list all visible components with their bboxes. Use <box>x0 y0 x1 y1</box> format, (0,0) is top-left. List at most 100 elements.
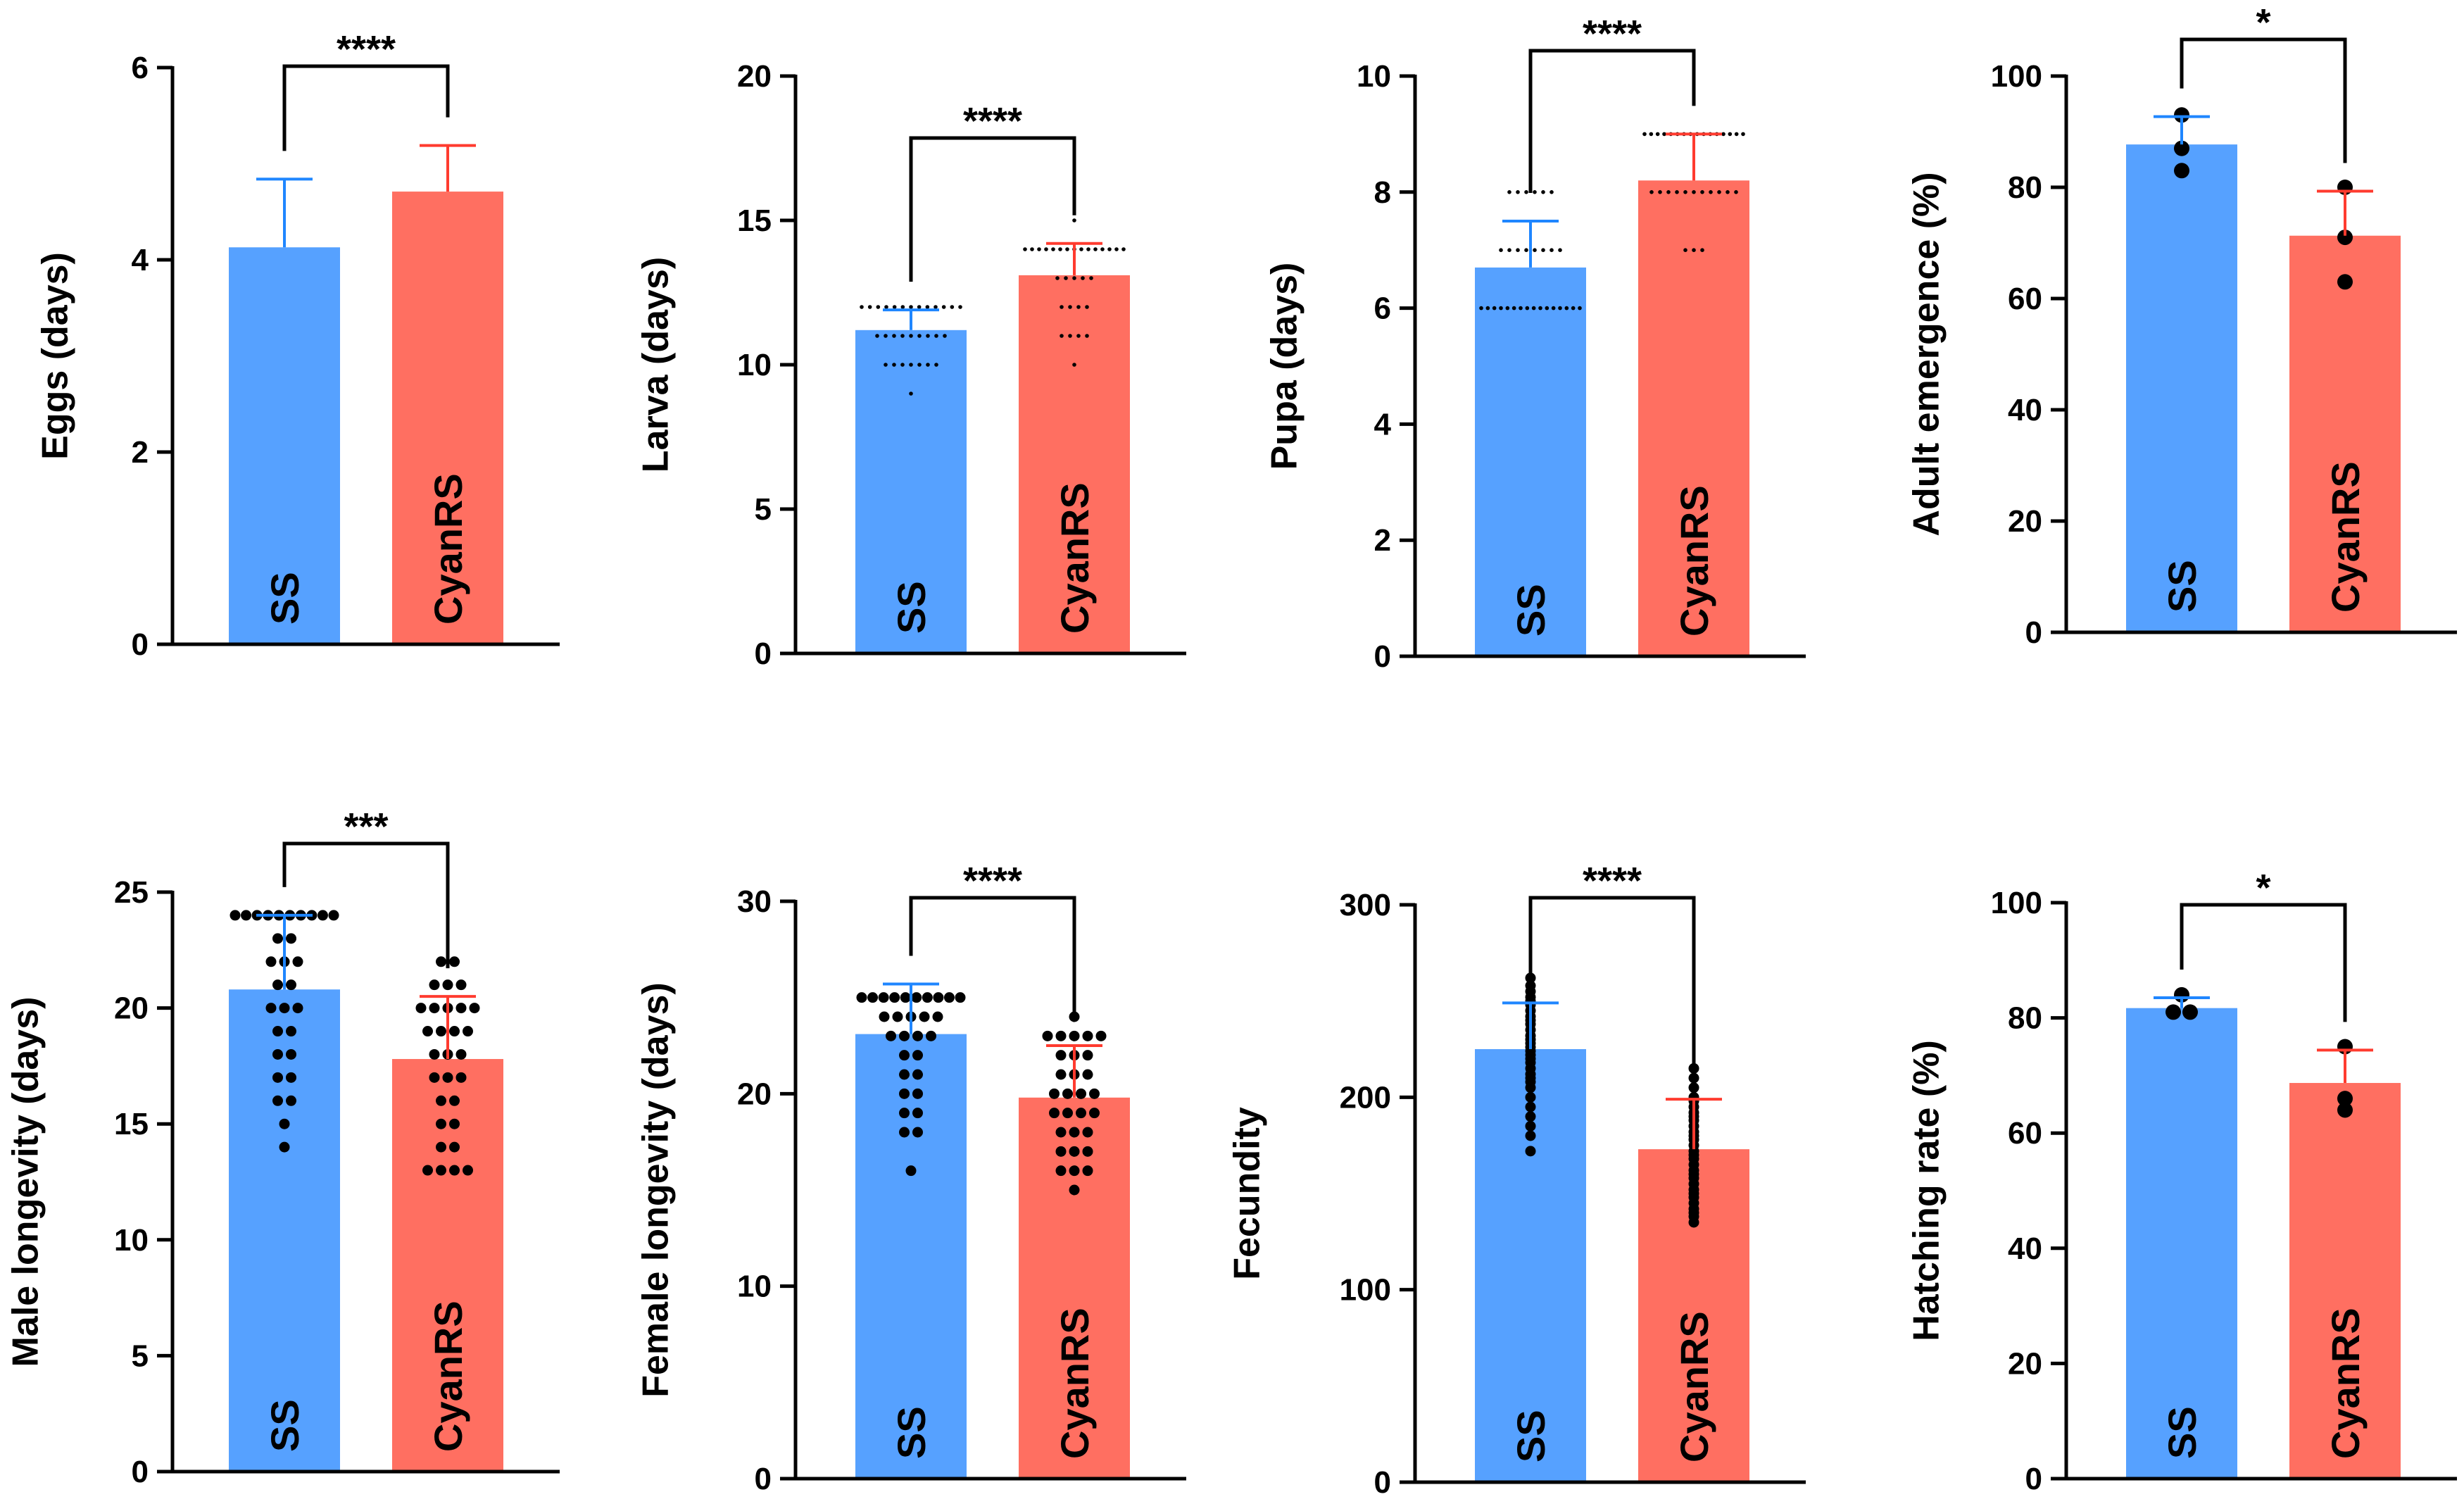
data-point <box>1533 190 1537 194</box>
data-point <box>1114 247 1119 251</box>
data-point <box>1525 1130 1536 1141</box>
data-point <box>1479 306 1483 311</box>
data-point <box>279 1141 290 1153</box>
data-point <box>272 1072 283 1083</box>
data-point <box>900 305 905 309</box>
data-point <box>884 334 888 338</box>
bar-cyanrs <box>1019 1097 1130 1479</box>
category-label-cyanrs: CyanRS <box>1052 482 1097 634</box>
data-point <box>1700 190 1704 194</box>
data-point <box>922 992 933 1003</box>
y-tick-label: 4 <box>132 243 149 277</box>
y-tick-label: 0 <box>1374 639 1391 674</box>
data-point <box>292 1003 303 1014</box>
data-point <box>1030 247 1034 251</box>
data-point <box>1086 247 1090 251</box>
data-point <box>1062 1108 1073 1119</box>
y-tick-label: 60 <box>2008 1116 2042 1151</box>
data-point <box>436 1141 446 1153</box>
significance-label: **** <box>1583 13 1642 55</box>
y-tick-label: 5 <box>132 1339 149 1373</box>
data-point <box>455 979 467 991</box>
data-point <box>265 1003 277 1014</box>
data-point <box>2166 1004 2181 1020</box>
data-point <box>912 1069 923 1080</box>
data-point <box>889 992 900 1003</box>
bar-ss <box>855 330 967 653</box>
chart-panel-8: 0 20 40 60 80 100 Hatching rate (%) SS CyanRS * <box>1906 867 2457 1496</box>
data-point <box>1541 248 1545 253</box>
bar-cyanrs <box>392 1059 503 1472</box>
data-point <box>1683 190 1687 194</box>
data-point <box>1516 190 1520 194</box>
data-point <box>272 979 283 991</box>
category-label-ss: SS <box>263 1399 307 1452</box>
data-point <box>900 334 905 338</box>
data-point <box>1072 363 1076 367</box>
y-tick-label: 20 <box>737 59 772 94</box>
data-point <box>1564 306 1569 311</box>
category-label-ss: SS <box>889 581 934 634</box>
y-tick-label: 0 <box>132 1455 149 1489</box>
data-point <box>1068 305 1072 309</box>
y-tick-label: 5 <box>755 492 772 527</box>
category-label-cyanrs: CyanRS <box>2323 1308 2368 1459</box>
data-point <box>1683 248 1687 253</box>
data-point <box>1649 190 1654 194</box>
data-point <box>1069 1030 1080 1041</box>
y-tick-label: 4 <box>1374 407 1392 441</box>
significance-bracket <box>1528 49 1696 193</box>
data-point <box>1095 1030 1107 1041</box>
data-point <box>1533 248 1537 253</box>
y-tick-label: 100 <box>1991 59 2042 94</box>
data-point <box>878 992 889 1003</box>
y-tick-label: 60 <box>2008 282 2042 316</box>
y-tick-label: 10 <box>114 1223 149 1258</box>
y-tick-label: 20 <box>2008 1346 2042 1381</box>
data-point <box>1060 305 1064 309</box>
data-point <box>1089 276 1093 280</box>
y-tick-label: 100 <box>1340 1273 1391 1308</box>
data-point <box>909 391 913 396</box>
data-point <box>1055 1165 1067 1177</box>
chart-panel-1: 0 2 4 6 Eggs (days) SS CyanRS **** <box>35 28 560 662</box>
data-point <box>912 1108 923 1119</box>
data-point <box>917 305 922 309</box>
data-point <box>926 363 930 367</box>
category-label-ss: SS <box>1509 584 1553 637</box>
data-point <box>1688 1217 1699 1228</box>
data-point <box>1064 276 1068 280</box>
data-point <box>1076 1088 1086 1099</box>
y-tick-label: 300 <box>1340 888 1391 922</box>
data-point <box>958 305 962 309</box>
data-point <box>286 1095 296 1106</box>
data-point <box>429 1003 440 1014</box>
data-point <box>1082 1165 1093 1177</box>
bar-ss <box>1475 267 1586 656</box>
significance-bracket <box>2180 903 2347 1022</box>
data-point <box>455 1048 467 1060</box>
data-point <box>1055 1146 1067 1157</box>
data-point <box>1072 218 1076 223</box>
significance-bracket <box>909 896 1076 1017</box>
data-point <box>1507 248 1511 253</box>
data-point <box>1076 1108 1086 1119</box>
category-label-cyanrs: CyanRS <box>2323 461 2368 613</box>
data-point <box>286 979 296 991</box>
data-point <box>1055 1030 1067 1041</box>
data-point <box>442 1072 453 1083</box>
data-point <box>415 1003 427 1014</box>
y-tick-label: 0 <box>1374 1465 1391 1500</box>
data-point <box>2337 230 2353 246</box>
data-point <box>1082 1127 1093 1138</box>
category-label-ss: SS <box>1509 1410 1553 1462</box>
chart-panel-2: 0 5 10 15 20 Larva (days) SS CyanRS **** <box>636 59 1186 671</box>
data-point <box>1675 190 1679 194</box>
data-point <box>1499 248 1503 253</box>
data-point <box>449 1141 460 1153</box>
data-point <box>2174 163 2189 179</box>
category-label-cyanrs: CyanRS <box>1052 1308 1097 1459</box>
data-point <box>2174 140 2189 156</box>
data-point <box>1658 190 1662 194</box>
data-point <box>875 334 879 338</box>
